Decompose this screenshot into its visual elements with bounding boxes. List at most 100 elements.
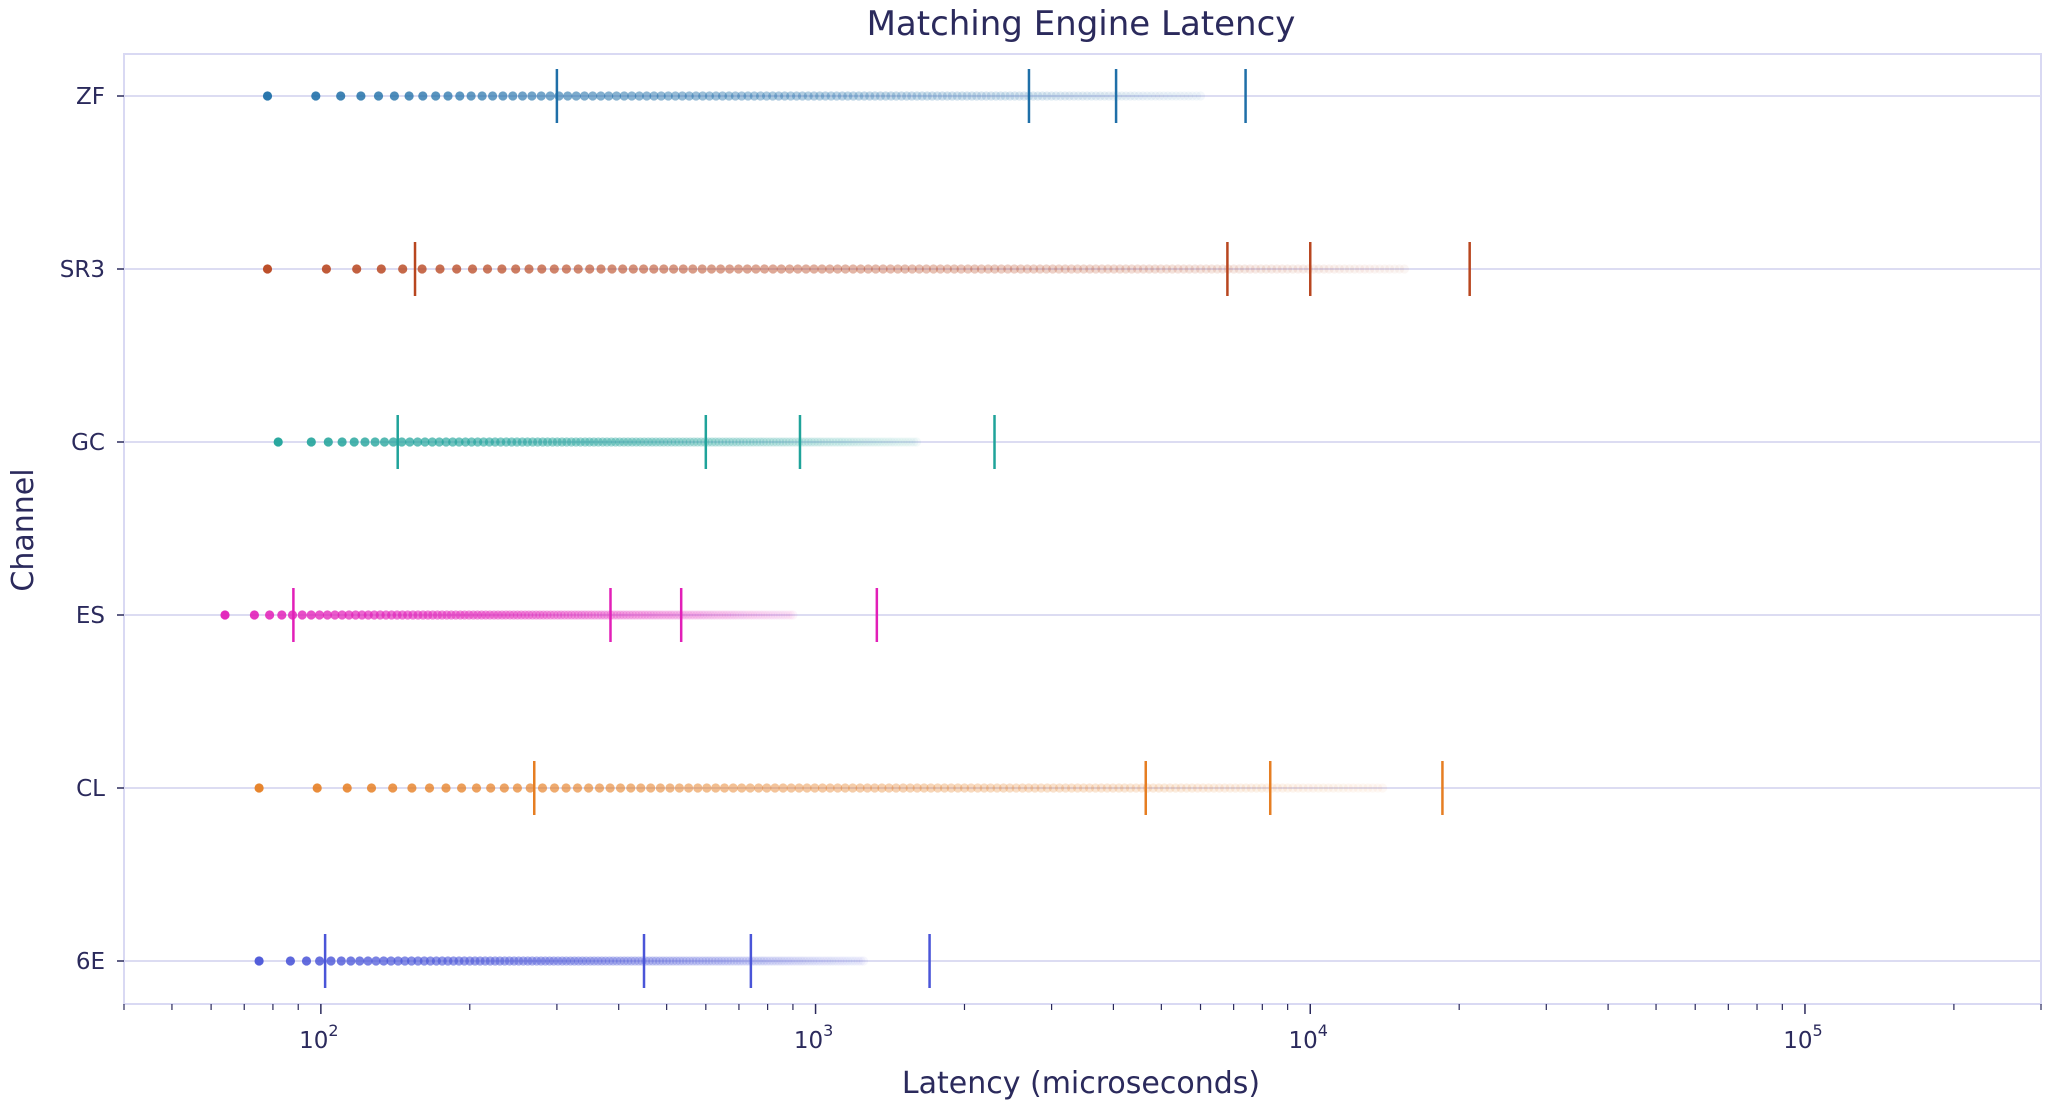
data-point (321, 264, 331, 274)
data-point (737, 783, 747, 793)
data-point (656, 91, 666, 101)
data-point (619, 91, 629, 101)
data-point (1277, 264, 1287, 274)
data-point (1250, 264, 1261, 274)
data-point (768, 264, 778, 274)
data-point (571, 91, 581, 101)
data-point (976, 91, 987, 101)
data-point (1033, 91, 1043, 101)
data-point (881, 437, 891, 447)
data-point (956, 264, 966, 274)
data-points (220, 91, 1409, 966)
data-point (817, 264, 827, 274)
data-point (678, 956, 688, 966)
data-point (314, 610, 325, 620)
data-point (636, 783, 646, 793)
data-point (694, 610, 705, 620)
data-point (743, 91, 753, 101)
data-point (349, 437, 359, 447)
data-point (379, 956, 389, 966)
data-point (605, 783, 615, 793)
data-point (743, 610, 753, 620)
data-point (1046, 91, 1057, 101)
data-point (344, 610, 354, 620)
data-point (900, 437, 911, 447)
data-point (1339, 264, 1350, 274)
data-point (371, 956, 381, 966)
data-point (366, 783, 377, 793)
data-point (435, 264, 445, 274)
data-point (556, 610, 566, 620)
data-point (1176, 783, 1186, 793)
data-point (902, 91, 912, 101)
data-point (467, 264, 478, 274)
data-point (870, 91, 880, 101)
data-point (889, 437, 899, 447)
data-point (785, 610, 796, 620)
data-point (1283, 783, 1293, 793)
data-point (593, 956, 603, 966)
data-point (819, 437, 829, 447)
data-point (220, 610, 230, 620)
data-point (697, 264, 707, 274)
data-point (688, 956, 698, 966)
data-point (533, 437, 543, 447)
data-point (1125, 91, 1135, 101)
data-point (1171, 783, 1181, 793)
data-point (953, 783, 963, 793)
data-point (1229, 264, 1239, 274)
data-point (441, 783, 451, 793)
data-point (393, 956, 403, 966)
data-point (817, 783, 828, 793)
data-point (563, 91, 573, 101)
data-point (809, 91, 819, 101)
data-point (846, 437, 856, 447)
data-point (457, 783, 467, 793)
data-point (1375, 264, 1385, 274)
data-point (803, 91, 813, 101)
data-point (406, 956, 417, 966)
data-point (1086, 91, 1097, 101)
data-point (460, 610, 470, 620)
data-point (388, 437, 398, 447)
data-point (1345, 264, 1355, 274)
data-point (683, 610, 693, 620)
data-point (1084, 783, 1095, 793)
data-point (726, 956, 736, 966)
data-point (666, 437, 677, 447)
data-point (497, 610, 507, 620)
data-point (870, 783, 880, 793)
data-point (590, 610, 600, 620)
data-point (535, 610, 545, 620)
data-point (1370, 264, 1380, 274)
data-point (681, 956, 692, 966)
data-point (674, 783, 685, 793)
data-point (584, 437, 595, 447)
plot-frame (123, 53, 2042, 1005)
data-point (583, 610, 593, 620)
data-point (1187, 783, 1197, 793)
data-point (713, 610, 724, 620)
data-point (1115, 264, 1125, 274)
data-point (464, 610, 474, 620)
data-point (655, 610, 665, 620)
data-point (1353, 783, 1363, 793)
data-point (753, 956, 763, 966)
data-point (745, 610, 755, 620)
data-point (604, 956, 615, 966)
data-point (848, 91, 858, 101)
data-point (1230, 783, 1240, 793)
data-point (400, 956, 410, 966)
data-point (571, 437, 581, 447)
data-point (588, 91, 598, 101)
x-tick-label: 104 (1289, 1021, 1328, 1054)
data-point (601, 956, 611, 966)
data-point (599, 610, 610, 620)
data-point (967, 91, 977, 101)
data-point (413, 437, 423, 447)
data-point (626, 783, 636, 793)
data-point (1011, 783, 1021, 793)
data-point (1328, 783, 1338, 793)
data-point (1288, 264, 1298, 274)
data-point (1303, 783, 1313, 793)
